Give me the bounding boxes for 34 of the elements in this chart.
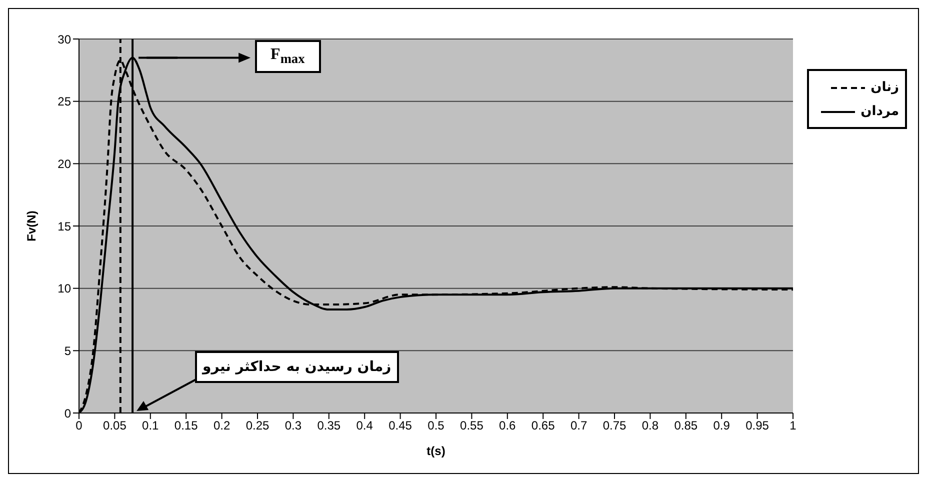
x-tick-label: 0.3 [284,418,302,433]
x-tick-label: 0.9 [713,418,730,433]
x-tick-label: 0.4 [356,418,374,433]
y-tick-label: 15 [58,219,72,234]
legend-label: مردان [860,104,899,118]
x-tick-label: 0.65 [531,418,556,433]
x-axis-title: t(s) [426,444,446,458]
annotation: زمان رسیدن به حداکثر نیرو [194,351,400,383]
legend-label: زنان [870,80,899,94]
x-tick-label: 0.6 [499,418,516,433]
x-tick-label: 0.05 [103,418,127,433]
y-tick-label: 5 [64,344,72,358]
x-tick-label: 0.55 [460,418,484,433]
x-tick-label: 0.95 [746,418,770,433]
x-tick-label: 0.5 [428,418,445,433]
y-axis-title: Fv(N) [24,210,38,242]
x-tick-label: 0.45 [388,418,412,433]
x-tick-label: 0 [76,418,83,433]
x-tick-label: 0.15 [174,418,198,433]
x-tick-label: 0.2 [213,418,230,433]
x-tick-label: 1 [790,418,797,433]
y-tick-label: 10 [58,282,72,296]
y-tick-label: 30 [58,32,72,46]
x-tick-label: 0.25 [246,418,270,433]
y-tick-label: 25 [58,94,72,109]
annotation: F$_{max}$ [254,40,321,73]
x-tick-label: 0.7 [570,418,588,433]
x-tick-label: 0.85 [674,418,698,433]
y-tick-label: 20 [58,156,72,171]
x-tick-label: 0.35 [317,418,341,433]
x-tick-label: 0.8 [642,418,659,433]
y-tick-label: 0 [64,406,72,420]
x-tick-label: 0.75 [602,418,626,433]
x-tick-label: 0.1 [142,418,160,433]
